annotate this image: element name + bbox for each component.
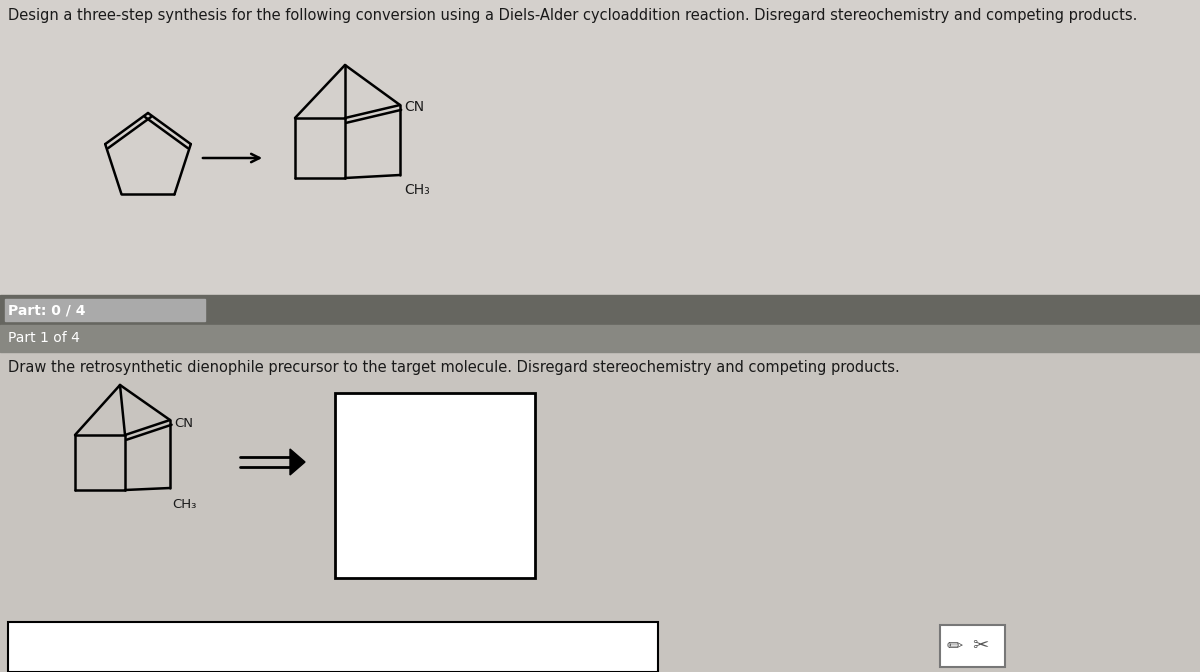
Text: CH₃: CH₃	[172, 498, 197, 511]
Bar	[335, 393, 535, 578]
Bar	[0, 295, 1200, 325]
Text: ✏: ✏	[947, 636, 964, 655]
Bar	[940, 625, 1006, 667]
Text: ✂: ✂	[972, 636, 988, 655]
Text: Design a three-step synthesis for the following conversion using a Diels-Alder c: Design a three-step synthesis for the fo…	[8, 8, 1138, 23]
Text: Part: 0 / 4: Part: 0 / 4	[8, 303, 85, 317]
Text: Draw the retrosynthetic dienophile precursor to the target molecule. Disregard s: Draw the retrosynthetic dienophile precu…	[8, 360, 900, 375]
Text: CN: CN	[174, 417, 193, 430]
Polygon shape	[290, 449, 305, 475]
Bar	[8, 622, 658, 672]
Text: CH₃: CH₃	[404, 183, 430, 197]
Bar	[0, 352, 1200, 672]
Text: CN: CN	[404, 100, 424, 114]
Bar	[0, 325, 1200, 352]
Text: Part 1 of 4: Part 1 of 4	[8, 331, 80, 345]
Bar	[5, 299, 205, 321]
